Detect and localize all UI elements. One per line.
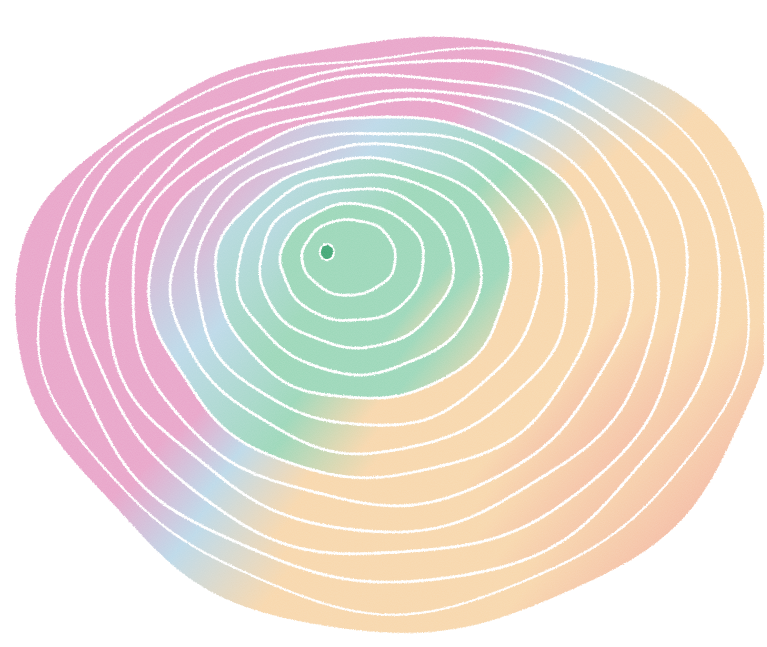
grain-overlay xyxy=(14,35,766,635)
texture-mask xyxy=(14,35,766,635)
